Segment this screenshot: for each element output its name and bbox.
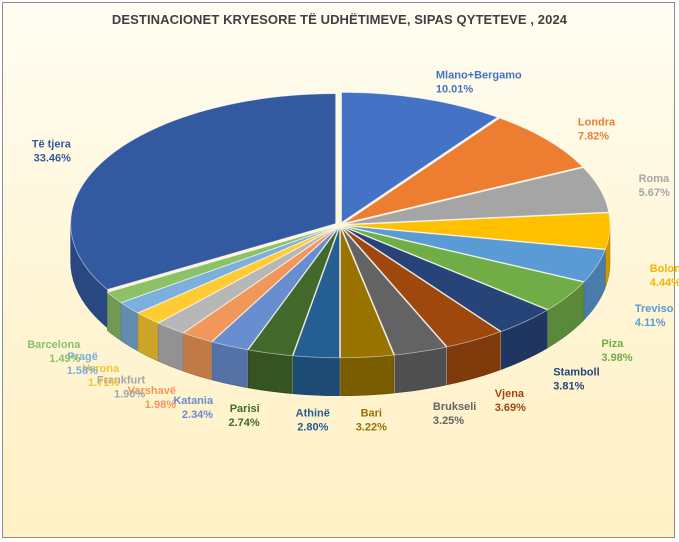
pie-slice-bari <box>340 227 395 359</box>
slice-value-varshave: 1.98% <box>145 399 176 411</box>
slice-name-vjena: Vjena <box>495 388 525 400</box>
pie-slice-varshave <box>182 227 338 343</box>
slice-label-katania: Katania 2.34% <box>173 395 214 421</box>
slice-label-stamboll: Stamboll 3.81% <box>553 366 599 392</box>
slice-value-te-tjera: 33.46% <box>34 153 72 165</box>
slice-label-te-tjera: Të tjera 33.46% <box>32 139 72 165</box>
slice-value-katania: 2.34% <box>182 409 213 421</box>
slice-label-frankfurt: Frankfurt 1.90% <box>97 374 146 400</box>
slice-value-londra: 7.82% <box>578 131 609 143</box>
slice-name-londra: Londra <box>578 117 616 129</box>
slice-name-roma: Roma <box>639 173 670 185</box>
pie-side-bari <box>340 354 395 397</box>
slice-value-athine: 2.80% <box>297 422 328 434</box>
slice-name-varshave: Varshavë <box>128 385 176 397</box>
slice-name-te-tjera: Të tjera <box>32 139 72 151</box>
slice-label-vjena: Vjena 3.69% <box>495 388 526 414</box>
pie-slice-treviso <box>344 225 606 283</box>
slice-value-frankfurt: 1.90% <box>114 388 145 400</box>
slice-name-piza: Piza <box>601 338 624 350</box>
slice-name-bari: Bari <box>361 407 382 419</box>
slice-value-piza: 3.98% <box>601 352 632 364</box>
pie-side-parisi <box>248 349 293 394</box>
pie-slice-bolonja <box>344 212 611 250</box>
slice-label-bari: Bari 3.22% <box>356 407 387 433</box>
pie-slice-roma <box>344 167 610 225</box>
pie-slice-londra <box>343 117 584 224</box>
slice-label-varshave: Varshavë 1.98% <box>128 385 177 411</box>
slice-label-athine: Athinë 2.80% <box>296 408 330 434</box>
slice-value-brukseli: 3.25% <box>433 415 464 427</box>
slice-name-katania: Katania <box>173 395 214 407</box>
slice-value-roma: 5.67% <box>639 187 670 199</box>
slice-name-mlano-bergamo: Mlano+Bergamo <box>436 69 522 81</box>
slice-name-athine: Athinë <box>296 408 330 420</box>
slice-label-roma: Roma 5.67% <box>639 173 670 199</box>
pie-slice-katania <box>211 227 339 351</box>
slice-value-bari: 3.22% <box>356 421 387 433</box>
slice-value-prage: 1.58% <box>67 365 98 377</box>
slice-name-frankfurt: Frankfurt <box>97 374 146 386</box>
pie-slice-athine <box>292 227 340 359</box>
slice-label-verona: Verona 1.71% <box>83 363 121 389</box>
slice-name-parisi: Parisi <box>230 403 260 415</box>
pie-side-walls <box>70 223 611 397</box>
pie-slice-brukseli <box>341 227 448 356</box>
pie-slice-barcelona <box>106 226 336 304</box>
slice-name-bolonja: Bolonja <box>650 263 679 275</box>
slice-name-treviso: Treviso <box>635 303 674 315</box>
pie-slice-parisi <box>247 227 340 357</box>
slice-value-parisi: 2.74% <box>228 417 259 429</box>
slice-name-verona: Verona <box>83 363 121 375</box>
slice-value-barcelona: 1.49% <box>49 353 80 365</box>
slice-name-barcelona: Barcelona <box>27 339 81 351</box>
pie-slice-vjena <box>342 227 502 348</box>
slice-value-stamboll: 3.81% <box>553 380 584 392</box>
slice-label-mlano-bergamo: Mlano+Bergamo 10.01% <box>436 69 522 95</box>
pie-slice-stamboll <box>343 226 549 332</box>
slice-name-stamboll: Stamboll <box>553 366 599 378</box>
slice-label-parisi: Parisi 2.74% <box>228 403 259 429</box>
pie-labels: Mlano+Bergamo 10.01% Londra 7.82% Roma 5.67% B… <box>27 69 679 433</box>
slice-name-prage: Pragë <box>67 351 98 363</box>
slice-value-verona: 1.71% <box>88 377 119 389</box>
slice-label-londra: Londra 7.82% <box>578 117 616 143</box>
slice-label-barcelona: Barcelona 1.49% <box>27 339 81 365</box>
pie-slice-piza <box>344 226 585 310</box>
pie-top-faces <box>70 91 611 359</box>
pie-slice-te-tjera <box>70 93 337 290</box>
slice-label-piza: Piza 3.98% <box>601 338 632 364</box>
slice-value-treviso: 4.11% <box>635 317 666 329</box>
pie-side-athine <box>292 355 340 397</box>
slice-name-brukseli: Brukseli <box>433 401 476 413</box>
slice-label-treviso: Treviso 4.11% <box>635 303 674 329</box>
chart-title: DESTINACIONET KRYESORE TË UDHËTIMEVE, SI… <box>111 12 568 27</box>
slice-label-bolonja: Bolonja 4.44% <box>650 263 679 289</box>
pie-slice-mlano-bergamo <box>341 91 499 224</box>
slice-label-prage: Pragë 1.58% <box>67 351 98 377</box>
slice-value-mlano-bergamo: 10.01% <box>436 83 474 95</box>
slice-label-brukseli: Brukseli 3.25% <box>433 401 476 427</box>
slice-value-bolonja: 4.44% <box>650 277 679 289</box>
slice-value-vjena: 3.69% <box>495 402 526 414</box>
